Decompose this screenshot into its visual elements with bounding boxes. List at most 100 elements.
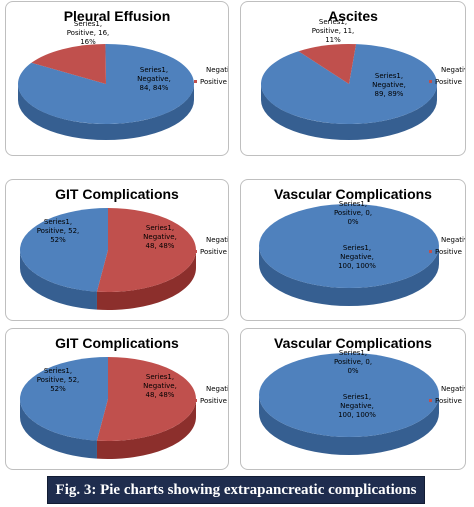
data-label-line: Series1,	[375, 72, 403, 80]
chart-panel-git-complications: Series1, Positive, 52, 52% Series1, Negative…	[5, 179, 229, 321]
data-label-line: Negative,	[143, 382, 177, 390]
data-label-line: Series1,	[319, 18, 347, 26]
legend-label-negative: Negative	[441, 385, 465, 393]
data-label-positive: Series1, Positive, 16, 16%	[67, 20, 110, 46]
legend-marker-positive	[429, 80, 432, 83]
data-label-line: Series1,	[140, 66, 168, 74]
data-label-line: 11%	[325, 36, 341, 44]
chart-title: GIT Complications	[55, 186, 179, 202]
pie-slice-positive	[96, 208, 197, 292]
pie-side-positive	[96, 250, 196, 310]
chart-title: Vascular Complications	[274, 335, 432, 351]
data-label-line: Series1,	[343, 244, 371, 252]
pie-side-negative	[20, 250, 97, 310]
data-label-line: Series1,	[343, 393, 371, 401]
pie-slice-negative	[20, 208, 109, 292]
data-label-positive: Series1, Positive, 11, 11%	[312, 18, 355, 44]
pie-slice-positive	[31, 44, 107, 84]
data-label-line: Negative,	[137, 75, 171, 83]
legend-marker-positive	[194, 399, 197, 402]
legend-label-positive: Positive	[200, 397, 227, 405]
chart-title: Pleural Effusion	[63, 8, 171, 24]
data-label-line: Negative,	[340, 402, 374, 410]
data-label-line: Series1,	[146, 373, 174, 381]
data-label-line: 16%	[80, 38, 96, 46]
legend-label-negative: Negative	[206, 66, 228, 74]
data-label-line: 0%	[347, 218, 358, 226]
legend-label-negative: Negative	[206, 236, 228, 244]
data-label-line: Negative,	[143, 233, 177, 241]
pie-slice-negative	[20, 357, 109, 441]
data-label-line: Negative,	[340, 253, 374, 261]
pie-chart: Series1, Positive, 16, 16%Series1, Negative…	[17, 20, 228, 140]
data-label-line: Positive, 11,	[312, 27, 355, 35]
data-label-line: Positive, 52,	[37, 227, 80, 235]
data-label-line: Series1,	[339, 200, 367, 208]
pie-chart: Series1, Positive, 11, 11%Series1, Negative…	[261, 18, 465, 140]
pie-chart: Series1, Positive, 0, 0%Series1, Negative, 1…	[259, 349, 465, 455]
data-label-line: 100, 100%	[338, 411, 376, 419]
data-label-line: 89, 89%	[375, 90, 404, 98]
legend-label-positive: Positive	[435, 248, 462, 256]
pie-slice-negative	[259, 353, 439, 437]
pie-chart: Series1, Positive, 52, 52%Series1, Negative…	[20, 357, 228, 459]
data-label-negative: Series1, Negative, 89, 89%	[372, 72, 406, 98]
legend-marker-positive	[429, 399, 432, 402]
data-label-line: Positive, 0,	[334, 209, 372, 217]
legend-marker-positive	[429, 250, 432, 253]
chart-panel-vascular-complications-2: Series1, Positive, 0, 0% Series1, Negative, 1…	[240, 328, 466, 470]
pie-side-positive	[96, 399, 196, 459]
data-label-line: Positive, 16,	[67, 29, 110, 37]
data-label-line: 52%	[50, 236, 66, 244]
legend-marker-positive	[194, 250, 197, 253]
legend-label-positive: Positive	[200, 248, 227, 256]
pie-chart: Series1, Positive, 0, 0%Series1, Negative, 1…	[259, 200, 465, 306]
data-label-positive: Series1, Positive, 52, 52%	[37, 367, 80, 393]
data-label-line: Negative,	[372, 81, 406, 89]
legend-label-negative: Negative	[441, 236, 465, 244]
pie-slice-positive	[96, 357, 197, 441]
legend-label-positive: Positive	[200, 78, 227, 86]
pie-side-negative	[261, 84, 437, 140]
chart-panel-vascular-complications: Series1, Positive, 0, 0% Series1, Negative, 1…	[240, 179, 466, 321]
pie-slice-negative	[259, 204, 439, 288]
figure-caption: Fig. 3: Pie charts showing extrapancreat…	[47, 476, 425, 504]
data-label-line: 100, 100%	[338, 262, 376, 270]
data-label-line: Positive, 52,	[37, 376, 80, 384]
pie-side-negative	[20, 399, 97, 459]
data-label-line: 52%	[50, 385, 66, 393]
chart-panel-git-complications-2: Series1, Positive, 52, 52% Series1, Negative…	[5, 328, 229, 470]
data-label-positive: Series1, Positive, 0, 0%	[334, 349, 372, 375]
legend-label-positive: Positive	[435, 78, 462, 86]
data-label-negative: Series1, Negative, 100, 100%	[338, 244, 376, 270]
data-label-line: Series1,	[339, 349, 367, 357]
legend-label-positive: Positive	[435, 397, 462, 405]
chart-panel-ascites: Series1, Positive, 11, 11% Series1, Negative…	[240, 1, 466, 156]
data-label-line: 0%	[347, 367, 358, 375]
legend-label-negative: Negative	[206, 385, 228, 393]
pie-side-negative	[18, 84, 194, 140]
data-label-line: Series1,	[74, 20, 102, 28]
data-label-line: 84, 84%	[140, 84, 169, 92]
data-label-line: 48, 48%	[146, 242, 175, 250]
data-label-negative: Series1, Negative, 100, 100%	[338, 393, 376, 419]
chart-title: GIT Complications	[55, 335, 179, 351]
data-label-line: 48, 48%	[146, 391, 175, 399]
data-label-negative: Series1, Negative, 48, 48%	[143, 224, 177, 250]
data-label-negative: Series1, Negative, 48, 48%	[143, 373, 177, 399]
data-label-line: Positive, 0,	[334, 358, 372, 366]
data-label-negative: Series1, Negative, 84, 84%	[137, 66, 171, 92]
data-label-positive: Series1, Positive, 0, 0%	[334, 200, 372, 226]
pie-chart: Series1, Positive, 52, 52%Series1, Negative…	[20, 208, 228, 310]
data-label-line: Series1,	[146, 224, 174, 232]
pie-side-negative	[259, 395, 439, 455]
chart-panel-pleural-effusion: Series1, Positive, 16, 16% Series1, Negative…	[5, 1, 229, 156]
pie-slice-negative	[261, 44, 437, 125]
data-label-line: Series1,	[44, 218, 72, 226]
chart-title: Ascites	[328, 8, 378, 24]
chart-title: Vascular Complications	[274, 186, 432, 202]
legend-label-negative: Negative	[441, 66, 465, 74]
legend-marker-positive	[194, 80, 197, 83]
pie-side-negative	[259, 246, 439, 306]
data-label-line: Series1,	[44, 367, 72, 375]
